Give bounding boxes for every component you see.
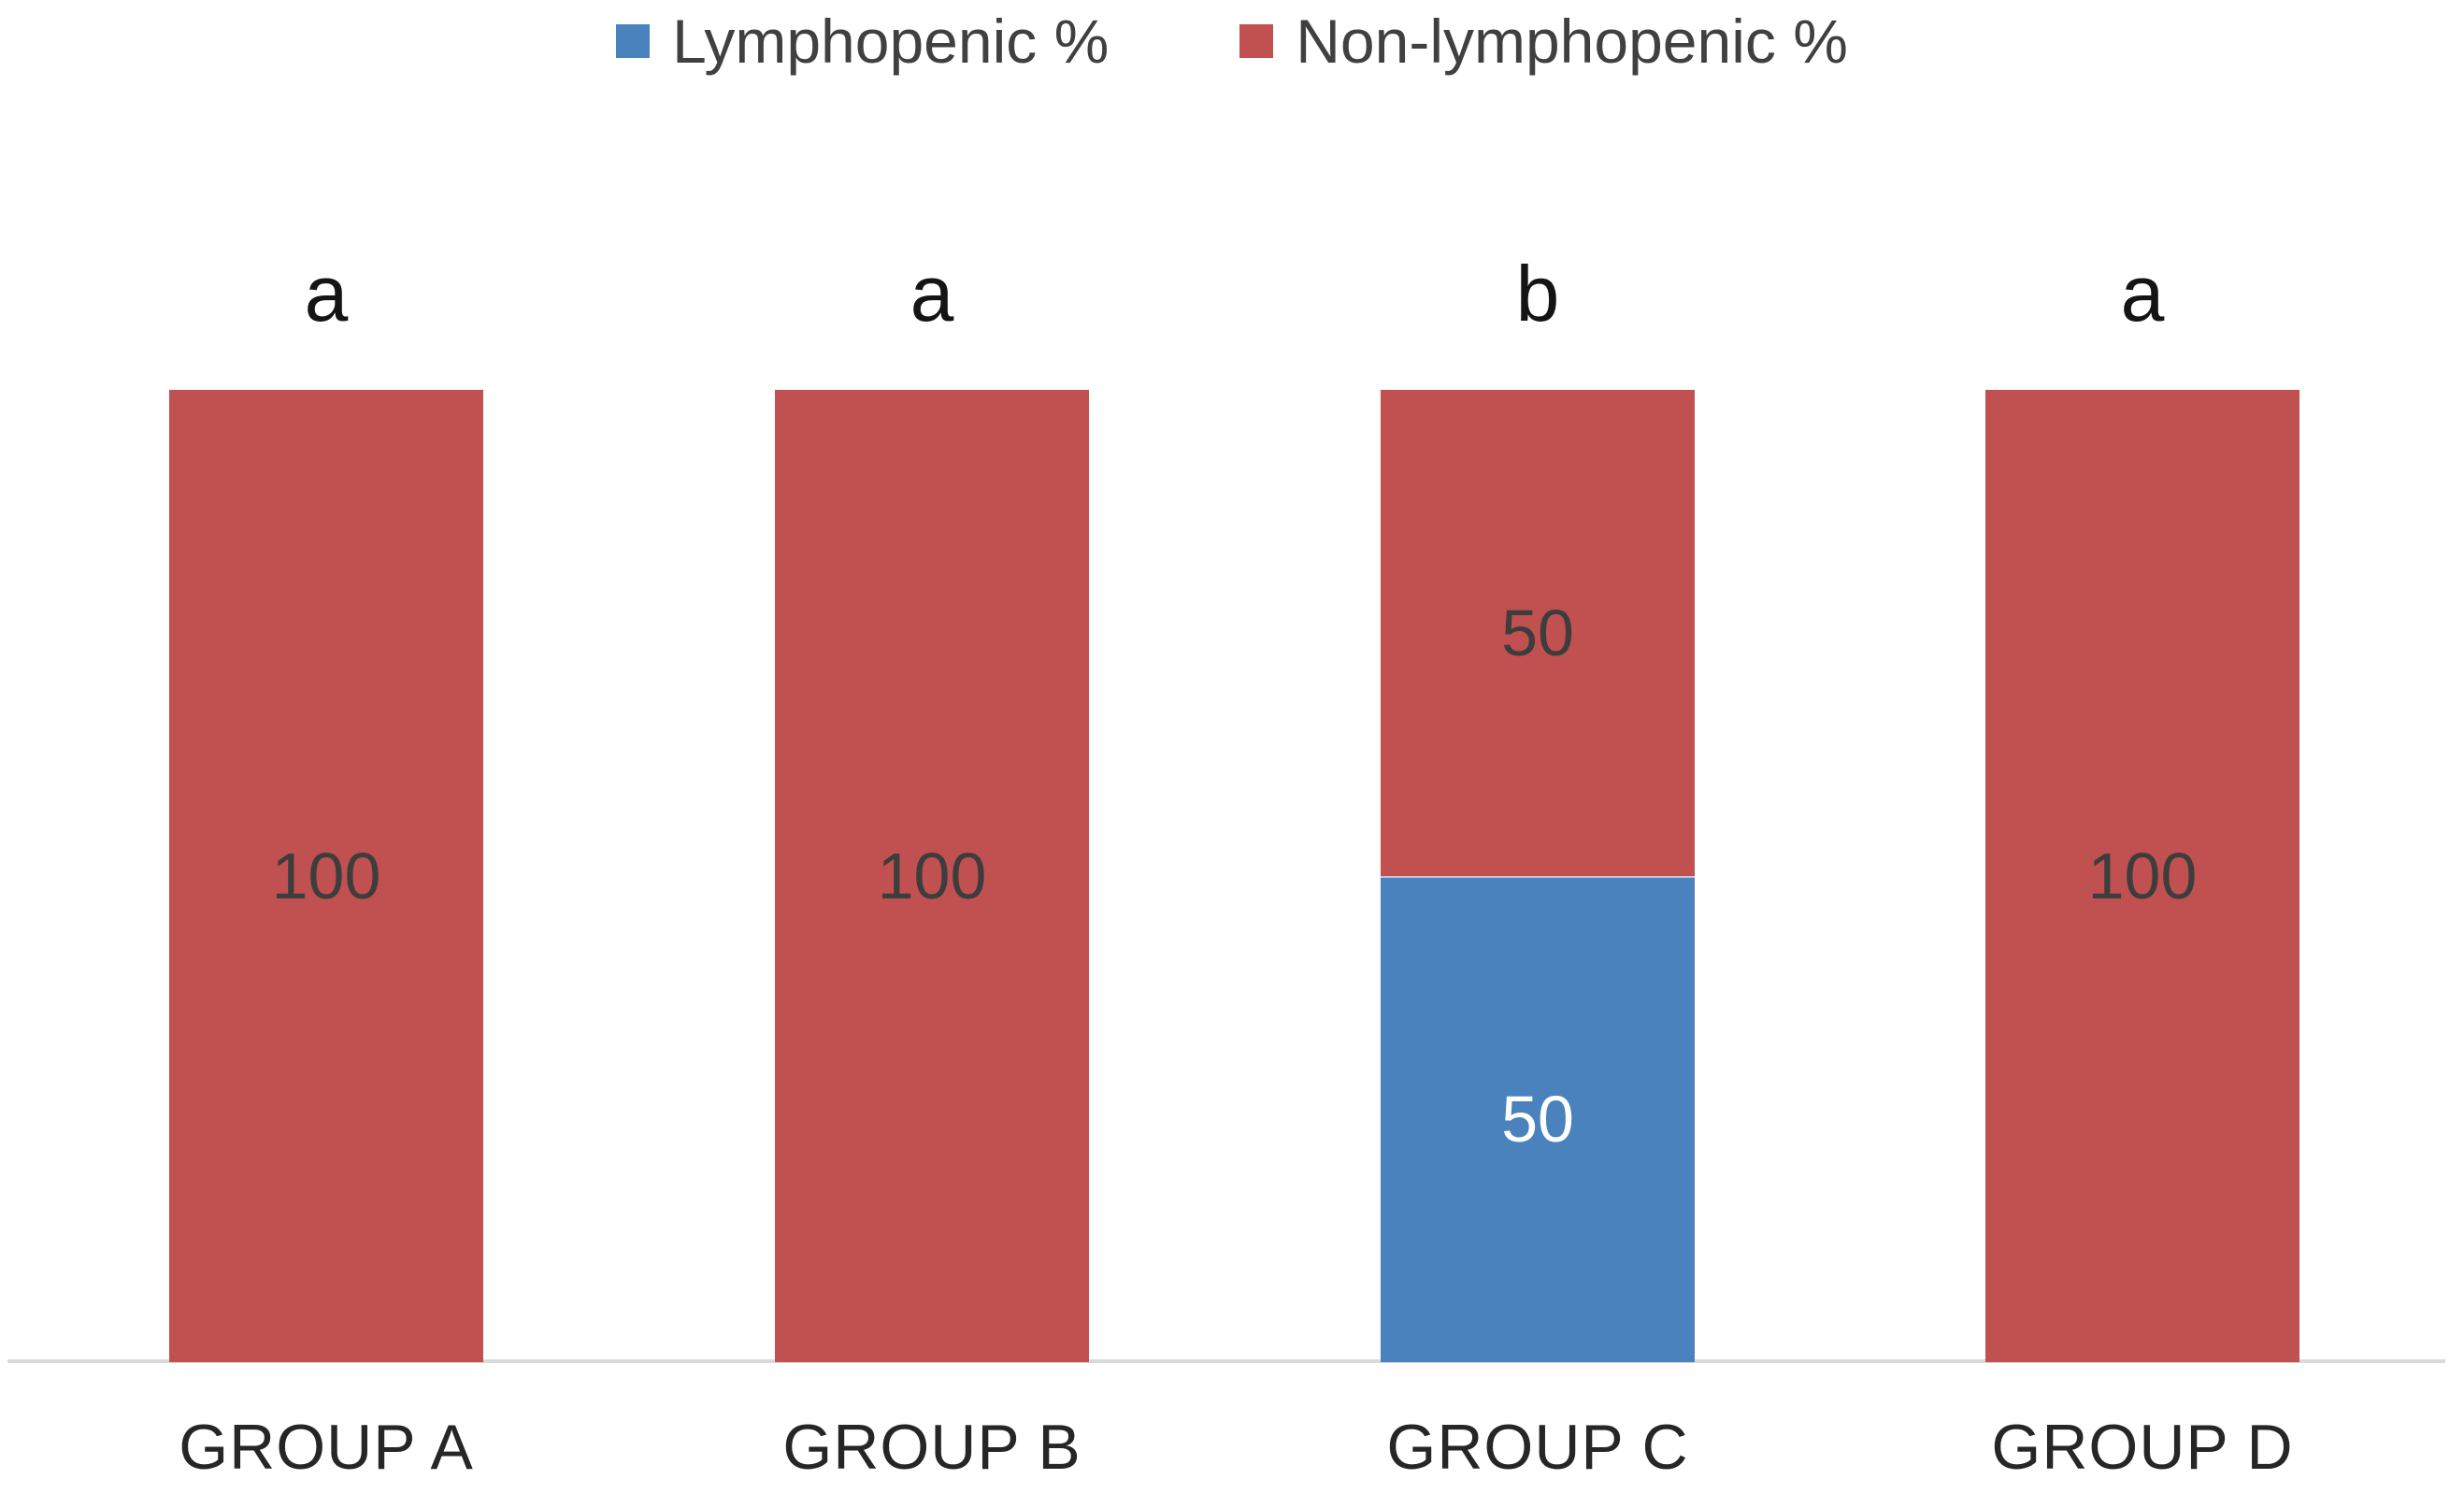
bar-segment: 50 — [1381, 390, 1695, 876]
category-label-group-d: GROUP D — [1991, 1412, 2294, 1483]
bar-column-group-b: a 100 GROUP B — [775, 0, 1089, 1508]
significance-letter: a — [910, 250, 954, 338]
bar-value-label: 100 — [2087, 840, 2198, 912]
significance-letter: a — [304, 250, 349, 338]
chart-legend: Lymphopenic % Non-lymphopenic % — [0, 6, 2464, 77]
bar-column-group-d: a 100 GROUP D — [1985, 0, 2299, 1508]
category-label-group-c: GROUP C — [1386, 1412, 1689, 1483]
bar-group-d: 100 — [1985, 390, 2299, 1362]
legend-item-lymphopenic: Lymphopenic % — [616, 6, 1109, 77]
bar-segment: 100 — [169, 390, 483, 1362]
bar-column-group-a: a 100 GROUP A — [169, 0, 483, 1508]
bar-column-group-c: b 50 50 GROUP C — [1381, 0, 1695, 1508]
legend-swatch-lymphopenic-icon — [616, 24, 651, 58]
legend-swatch-non-lymphopenic-icon — [1239, 24, 1274, 58]
category-label-group-a: GROUP A — [179, 1412, 474, 1483]
legend-label-lymphopenic: Lymphopenic % — [672, 7, 1110, 76]
bar-group-b: 100 — [775, 390, 1089, 1362]
legend-label-non-lymphopenic: Non-lymphopenic % — [1296, 7, 1848, 76]
bar-value-label: 50 — [1501, 596, 1574, 669]
significance-letter: a — [2120, 250, 2165, 338]
bar-value-label: 100 — [271, 840, 381, 912]
category-label-group-b: GROUP B — [782, 1412, 1082, 1483]
bar-segment: 100 — [775, 390, 1089, 1362]
bar-group-a: 100 — [169, 390, 483, 1362]
bar-segment: 50 — [1381, 876, 1695, 1362]
legend-item-non-lymphopenic: Non-lymphopenic % — [1239, 6, 1848, 77]
bar-group-c: 50 50 — [1381, 390, 1695, 1362]
bar-value-label: 100 — [877, 840, 987, 912]
x-axis-line — [7, 1359, 2445, 1363]
bar-value-label: 50 — [1501, 1083, 1574, 1156]
significance-letter: b — [1515, 250, 1560, 338]
bar-segment: 100 — [1985, 390, 2299, 1362]
